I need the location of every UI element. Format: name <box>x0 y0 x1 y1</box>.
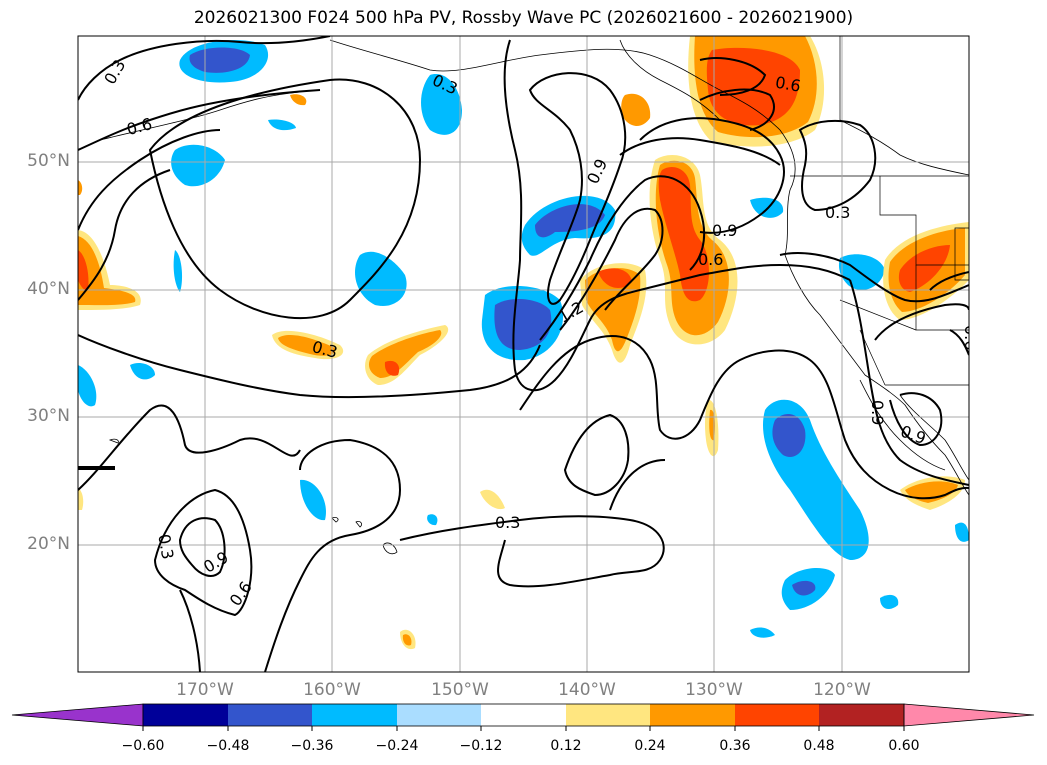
colorbar-tick-label: 0.60 <box>888 738 920 754</box>
colorbar-cell <box>735 704 820 726</box>
positive-anomaly <box>621 93 651 126</box>
negative-anomaly <box>880 594 899 610</box>
colorbar-tick-label: 0.24 <box>634 738 666 754</box>
colorbar-cell <box>11 703 144 727</box>
positive-anomaly <box>78 488 84 510</box>
lat-label: 20°N <box>27 534 70 554</box>
negative-anomaly <box>171 144 225 187</box>
lon-label: 160°W <box>303 680 361 700</box>
colorbar-tick-label: −0.24 <box>375 738 419 754</box>
positive-anomaly <box>658 166 709 302</box>
contour-label: 0.9 <box>712 221 737 240</box>
negative-anomaly <box>792 580 816 596</box>
colorbar-cell <box>566 704 651 726</box>
lon-label: 150°W <box>431 680 489 700</box>
positive-anomaly <box>290 94 307 106</box>
contour-label: 0.3 <box>154 533 177 561</box>
negative-anomaly <box>130 363 155 380</box>
map-title: 2026021300 F024 500 hPa PV, Rossby Wave … <box>193 8 854 28</box>
negative-anomaly <box>427 514 438 526</box>
negative-anomaly <box>355 251 407 306</box>
positive-anomaly <box>585 267 641 352</box>
positive-anomaly <box>78 180 83 195</box>
map-border <box>77 35 970 673</box>
colorbar-tick-label: −0.60 <box>121 738 165 754</box>
lat-label: 30°N <box>27 406 70 426</box>
coastlines <box>78 39 969 555</box>
colorbar-cell <box>650 704 735 726</box>
colorbar-cell <box>143 704 228 726</box>
contour-label: 0.9 <box>868 400 887 425</box>
positive-anomaly <box>78 236 136 306</box>
negative-anomaly <box>750 197 784 218</box>
colorbar-cell <box>228 704 313 726</box>
positive-anomaly <box>480 489 505 510</box>
colorbar-tick-label: 0.12 <box>550 738 582 754</box>
lon-label: 170°W <box>176 680 234 700</box>
lat-label: 40°N <box>27 279 70 299</box>
colorbar <box>11 703 1035 731</box>
negative-anomaly <box>300 479 326 521</box>
negative-anomaly <box>494 298 552 350</box>
colorbar-cell <box>819 704 904 726</box>
negative-anomaly <box>173 250 183 292</box>
negative-anomaly <box>421 74 462 135</box>
positive-anomaly <box>706 47 800 126</box>
colorbar-tick-label: 0.36 <box>719 738 751 754</box>
negative-anomaly <box>78 365 97 407</box>
negative-anomaly <box>750 627 775 638</box>
contour-label: 0.3 <box>825 203 850 222</box>
colorbar-cell <box>312 704 397 726</box>
colorbar-tick-label: −0.36 <box>290 738 334 754</box>
colorbar-tick-label: −0.48 <box>206 738 250 754</box>
pv-contours <box>78 36 969 672</box>
contour-label: 0.6 <box>774 73 802 96</box>
colorbar-cell <box>397 704 482 726</box>
positive-anomaly <box>402 634 412 646</box>
lon-label: 120°W <box>813 680 871 700</box>
colorbar-tick-label: −0.12 <box>459 738 503 754</box>
colorbar-cell <box>481 704 566 726</box>
contour-label: 0.3 <box>495 513 520 532</box>
colorbar-tick-label: 0.48 <box>803 738 835 754</box>
colorbar-cell <box>903 703 1035 727</box>
lon-label: 140°W <box>558 680 616 700</box>
negative-anomaly <box>772 414 806 458</box>
positive-anomaly <box>78 250 89 291</box>
contour-label: 0.6 <box>961 325 980 350</box>
lon-label: 130°W <box>685 680 743 700</box>
negative-anomaly <box>268 119 296 131</box>
contour-label: 0.6 <box>698 250 723 269</box>
positive-anomaly <box>598 268 632 288</box>
positive-anomaly <box>278 335 336 356</box>
positive-anomaly <box>384 360 400 376</box>
positive-anomaly <box>898 245 950 292</box>
pv-shading <box>78 36 969 650</box>
lat-label: 50°N <box>27 151 70 171</box>
negative-anomaly <box>955 522 969 542</box>
